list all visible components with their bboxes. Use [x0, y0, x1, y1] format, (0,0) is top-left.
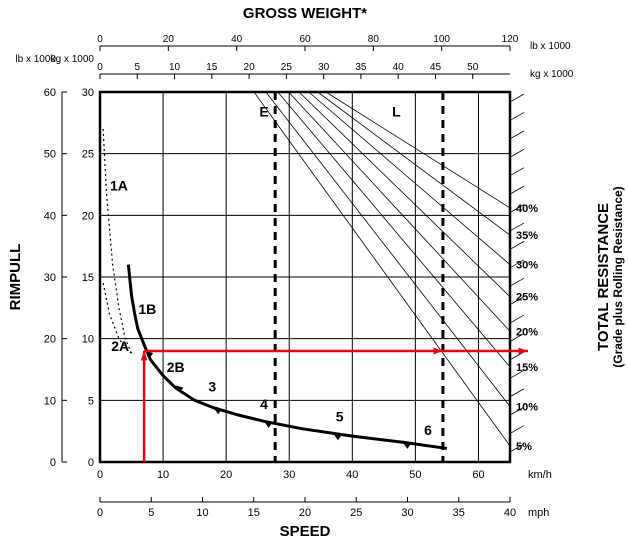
svg-text:0: 0 — [97, 34, 103, 45]
svg-text:40: 40 — [44, 210, 56, 222]
svg-text:GROSS WEIGHT*: GROSS WEIGHT* — [243, 5, 367, 22]
svg-text:kg x 1000: kg x 1000 — [530, 69, 574, 80]
svg-text:lb x 1000: lb x 1000 — [530, 41, 571, 52]
svg-text:0: 0 — [50, 457, 56, 469]
svg-text:30: 30 — [82, 87, 94, 99]
svg-text:25: 25 — [281, 62, 293, 73]
svg-text:10: 10 — [196, 507, 208, 519]
svg-text:15: 15 — [206, 62, 218, 73]
svg-text:15: 15 — [248, 507, 260, 519]
svg-text:2B: 2B — [167, 359, 185, 375]
svg-text:20: 20 — [44, 334, 56, 346]
svg-text:1A: 1A — [110, 178, 128, 194]
svg-text:15%: 15% — [516, 362, 538, 374]
svg-text:5: 5 — [88, 395, 94, 407]
chart-svg: 020406080100120lb x 10000510152025303540… — [0, 0, 628, 544]
svg-text:50: 50 — [467, 62, 479, 73]
svg-text:60: 60 — [44, 87, 56, 99]
svg-text:20: 20 — [299, 507, 311, 519]
svg-text:35: 35 — [355, 62, 367, 73]
svg-text:20: 20 — [220, 469, 232, 481]
svg-text:L: L — [392, 104, 401, 120]
svg-text:RIMPULL: RIMPULL — [7, 244, 24, 311]
svg-text:40: 40 — [231, 34, 243, 45]
svg-text:km/h: km/h — [528, 469, 552, 481]
rimpull-chart: 020406080100120lb x 10000510152025303540… — [0, 0, 628, 544]
svg-text:TOTAL RESISTANCE: TOTAL RESISTANCE — [595, 203, 612, 351]
svg-text:40: 40 — [346, 469, 358, 481]
svg-text:20: 20 — [244, 62, 256, 73]
svg-text:3: 3 — [208, 379, 216, 395]
svg-text:30: 30 — [283, 469, 295, 481]
svg-text:45: 45 — [430, 62, 442, 73]
svg-text:120: 120 — [502, 34, 519, 45]
svg-text:30: 30 — [401, 507, 413, 519]
svg-text:10: 10 — [157, 469, 169, 481]
svg-text:lb x 1000: lb x 1000 — [15, 54, 56, 65]
svg-text:0: 0 — [97, 62, 103, 73]
svg-text:25: 25 — [350, 507, 362, 519]
svg-text:60: 60 — [299, 34, 311, 45]
svg-text:kg x 1000: kg x 1000 — [51, 54, 95, 65]
svg-text:25: 25 — [82, 149, 94, 161]
svg-text:30: 30 — [44, 272, 56, 284]
svg-text:40%: 40% — [516, 203, 538, 215]
svg-text:10: 10 — [82, 334, 94, 346]
svg-text:0: 0 — [97, 469, 103, 481]
svg-text:E: E — [259, 104, 268, 120]
svg-text:SPEED: SPEED — [280, 523, 331, 540]
svg-text:35%: 35% — [516, 230, 538, 242]
svg-text:30%: 30% — [516, 260, 538, 272]
svg-text:1B: 1B — [138, 301, 156, 317]
svg-text:6: 6 — [424, 422, 432, 438]
svg-text:80: 80 — [368, 34, 380, 45]
svg-text:15: 15 — [82, 272, 94, 284]
svg-text:40: 40 — [393, 62, 405, 73]
svg-text:35: 35 — [453, 507, 465, 519]
svg-text:0: 0 — [88, 457, 94, 469]
svg-text:5: 5 — [148, 507, 154, 519]
svg-text:5: 5 — [336, 408, 344, 424]
svg-text:25%: 25% — [516, 292, 538, 304]
svg-text:10: 10 — [169, 62, 181, 73]
svg-text:0: 0 — [97, 507, 103, 519]
svg-text:20: 20 — [82, 210, 94, 222]
svg-text:60: 60 — [472, 469, 484, 481]
svg-text:40: 40 — [504, 507, 516, 519]
svg-text:20: 20 — [163, 34, 175, 45]
svg-text:10: 10 — [44, 395, 56, 407]
svg-text:100: 100 — [433, 34, 450, 45]
svg-text:(Grade plus Rolling Resistance: (Grade plus Rolling Resistance) — [611, 186, 625, 367]
svg-text:50: 50 — [44, 149, 56, 161]
svg-text:mph: mph — [528, 507, 549, 519]
svg-text:50: 50 — [409, 469, 421, 481]
svg-text:30: 30 — [318, 62, 330, 73]
svg-text:4: 4 — [260, 396, 268, 412]
svg-text:2A: 2A — [111, 338, 129, 354]
svg-text:10%: 10% — [516, 402, 538, 414]
svg-text:5: 5 — [134, 62, 140, 73]
